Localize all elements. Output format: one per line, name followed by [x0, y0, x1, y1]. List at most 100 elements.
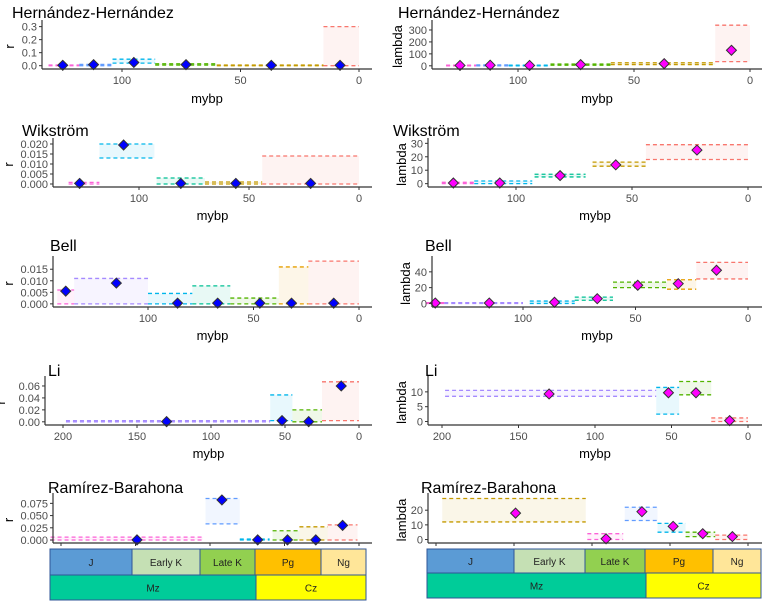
period-box	[49, 548, 133, 576]
data-point	[171, 297, 184, 309]
x-tick-label: 100	[507, 193, 525, 205]
x-tick-label: 50	[629, 313, 641, 325]
interval-band	[323, 26, 359, 66]
era-box	[49, 574, 257, 601]
data-point	[600, 533, 612, 545]
period-label: Ng	[731, 557, 744, 568]
x-tick-label: 0	[747, 75, 753, 87]
y-axis-label: lambda	[398, 261, 413, 304]
y-tick-label: 5	[417, 402, 423, 414]
panel-title: Wikström	[393, 123, 460, 140]
x-axis-label: mybp	[197, 328, 229, 343]
interval-band	[327, 524, 358, 541]
data-point	[725, 44, 738, 56]
panel-title: Ramírez-Barahona	[421, 480, 556, 497]
era-label: Mz	[530, 582, 543, 593]
period-label: Pg	[673, 557, 685, 568]
data-point	[723, 414, 736, 427]
panel-title: Hernández-Hernández	[12, 5, 174, 22]
y-tick-label: 200	[409, 37, 427, 49]
data-point	[691, 144, 703, 156]
y-tick-label: 0.015	[20, 149, 48, 161]
data-point	[60, 285, 72, 297]
data-point	[180, 58, 192, 71]
data-point	[484, 59, 496, 71]
era-label: Cz	[305, 584, 317, 595]
y-tick-label: 0.010	[20, 159, 48, 171]
y-tick-label: 0	[421, 298, 427, 310]
x-tick-label: 0	[745, 431, 751, 443]
period-box	[644, 548, 714, 574]
x-tick-label: 100	[139, 313, 157, 325]
panel-r-3: Li 0.000.020.040.06 200 150 100 50 0 mybp r	[0, 363, 372, 461]
x-tick-label: 150	[509, 431, 527, 443]
x-tick-label: 0	[356, 75, 362, 87]
data-point	[690, 387, 702, 399]
y-tick-label: 20	[415, 283, 427, 295]
x-axis-label: mybp	[197, 208, 229, 223]
data-point	[672, 277, 684, 290]
y-tick-label: 0.000	[20, 299, 48, 311]
data-point	[447, 177, 460, 189]
x-tick-label: 0	[356, 193, 362, 205]
data-point	[523, 59, 536, 72]
x-tick-label: 200	[433, 431, 451, 443]
y-tick-label: 0.04	[19, 393, 40, 405]
panel-title: Bell	[425, 238, 452, 255]
y-tick-label: 20	[411, 152, 423, 164]
interval-band	[99, 144, 155, 158]
interval-band	[656, 387, 680, 415]
period-label: J	[89, 558, 94, 569]
data-point	[483, 297, 495, 309]
y-tick-label: 0.015	[20, 264, 48, 276]
geologic-timescale: J Early K Late K Pg Ng Mz Cz	[426, 548, 762, 599]
y-tick-label: 30	[411, 138, 423, 150]
data-point	[454, 59, 466, 72]
data-point	[128, 56, 140, 69]
y-tick-label: 0.025	[20, 523, 48, 535]
y-axis-label: r	[1, 162, 16, 167]
x-tick-label: 100	[509, 75, 527, 87]
era-box	[426, 572, 647, 599]
era-label: Cz	[697, 582, 709, 593]
period-box	[254, 548, 322, 576]
data-point	[636, 505, 648, 518]
interval-band	[292, 409, 322, 422]
data-point	[336, 519, 349, 532]
y-tick-label: 0.050	[20, 511, 48, 523]
y-tick-label: 0.02	[19, 405, 40, 417]
interval-band	[230, 298, 279, 304]
x-axis-label: mybp	[581, 328, 613, 343]
panel-title: Ramírez-Barahona	[48, 480, 183, 497]
interval-band	[74, 278, 148, 304]
interval-band	[272, 530, 300, 541]
period-label: Early K	[150, 558, 183, 569]
data-point	[254, 297, 266, 309]
interval-band	[278, 266, 309, 304]
data-point	[160, 415, 173, 428]
geologic-timescale: J Early K Late K Pg Ng Mz Cz	[49, 548, 367, 601]
data-point	[658, 57, 670, 70]
data-point	[276, 414, 288, 427]
y-tick-label: 0	[421, 61, 427, 73]
x-tick-label: 0	[356, 313, 362, 325]
y-axis-label: lambda	[390, 24, 405, 67]
data-point	[591, 292, 603, 305]
data-point	[509, 507, 522, 519]
y-tick-label: 300	[409, 25, 427, 37]
x-tick-label: 50	[665, 431, 677, 443]
y-tick-label: 0.3	[22, 22, 37, 34]
x-axis-label: mybp	[191, 91, 223, 106]
data-point	[554, 169, 566, 182]
data-point	[610, 159, 622, 171]
data-point	[494, 177, 506, 189]
data-point	[632, 279, 644, 291]
y-axis-label: r	[2, 44, 17, 49]
period-label: Late K	[601, 557, 630, 568]
interval-band	[308, 261, 359, 304]
x-tick-label: 200	[54, 431, 72, 443]
